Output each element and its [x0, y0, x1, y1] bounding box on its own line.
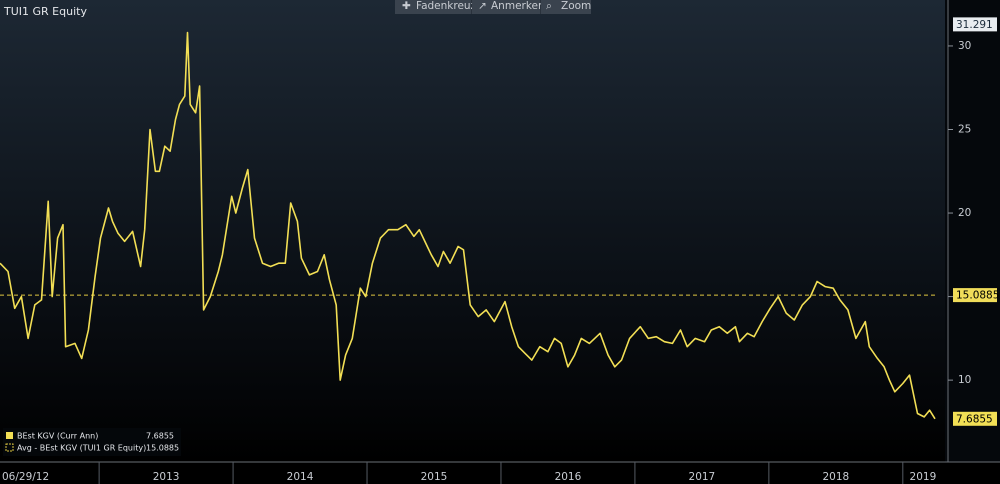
- y-tick-label: 10: [958, 374, 971, 386]
- toolbar-label[interactable]: Anmerken: [491, 0, 545, 12]
- y-tick-label: 20: [958, 207, 971, 219]
- toolbar-button[interactable]: [541, 0, 591, 14]
- toolbar-button[interactable]: [472, 0, 540, 14]
- toolbar-label[interactable]: Zoom: [561, 0, 591, 12]
- toolbar-icon: ⌕: [546, 0, 552, 12]
- toolbar-icon: ↗: [478, 0, 487, 12]
- legend-label: Avg - BEst KGV (TUI1 GR Equity): [17, 444, 146, 453]
- start-date-label: 06/29/12: [2, 471, 49, 483]
- last-value-label: 7.6855: [956, 413, 993, 425]
- toolbar: ✚ Fadenkreuz ↗ Anmerken ⌕ Zoom: [395, 0, 591, 14]
- plot-background: [0, 0, 945, 462]
- x-tick-label: 2013: [153, 471, 180, 483]
- legend-value: 15.0885: [146, 444, 179, 453]
- legend-label: BEst KGV (Curr Ann): [17, 432, 98, 441]
- axis-background: [945, 0, 1000, 462]
- x-tick-label: 2015: [421, 471, 448, 483]
- toolbar-label[interactable]: Fadenkreuz: [416, 0, 477, 12]
- x-tick-label: 2014: [287, 471, 314, 483]
- top-value-label-box: [953, 17, 997, 32]
- x-tick-label: 2018: [822, 471, 849, 483]
- x-axis-band: [0, 462, 1000, 484]
- toolbar-button[interactable]: [395, 0, 471, 14]
- legend-swatch: [6, 432, 13, 439]
- legend-swatch: [5, 443, 14, 452]
- series-line: [0, 31, 936, 420]
- last-value-label-box: [953, 411, 997, 426]
- y-tick-label: 25: [958, 123, 971, 135]
- toolbar-icon: ✚: [402, 0, 411, 12]
- legend-background: [3, 428, 181, 456]
- y-tick-label: 30: [958, 40, 971, 52]
- average-value-label: 15.0885: [956, 290, 999, 302]
- chart-title: TUI1 GR Equity: [3, 5, 87, 18]
- x-tick-label: 2016: [555, 471, 582, 483]
- average-value-label-box: [953, 288, 997, 303]
- legend-value: 7.6855: [146, 432, 174, 441]
- top-value-label: 31.291: [956, 19, 993, 31]
- x-tick-label: 2017: [689, 471, 716, 483]
- x-tick-label: 2019: [910, 471, 937, 483]
